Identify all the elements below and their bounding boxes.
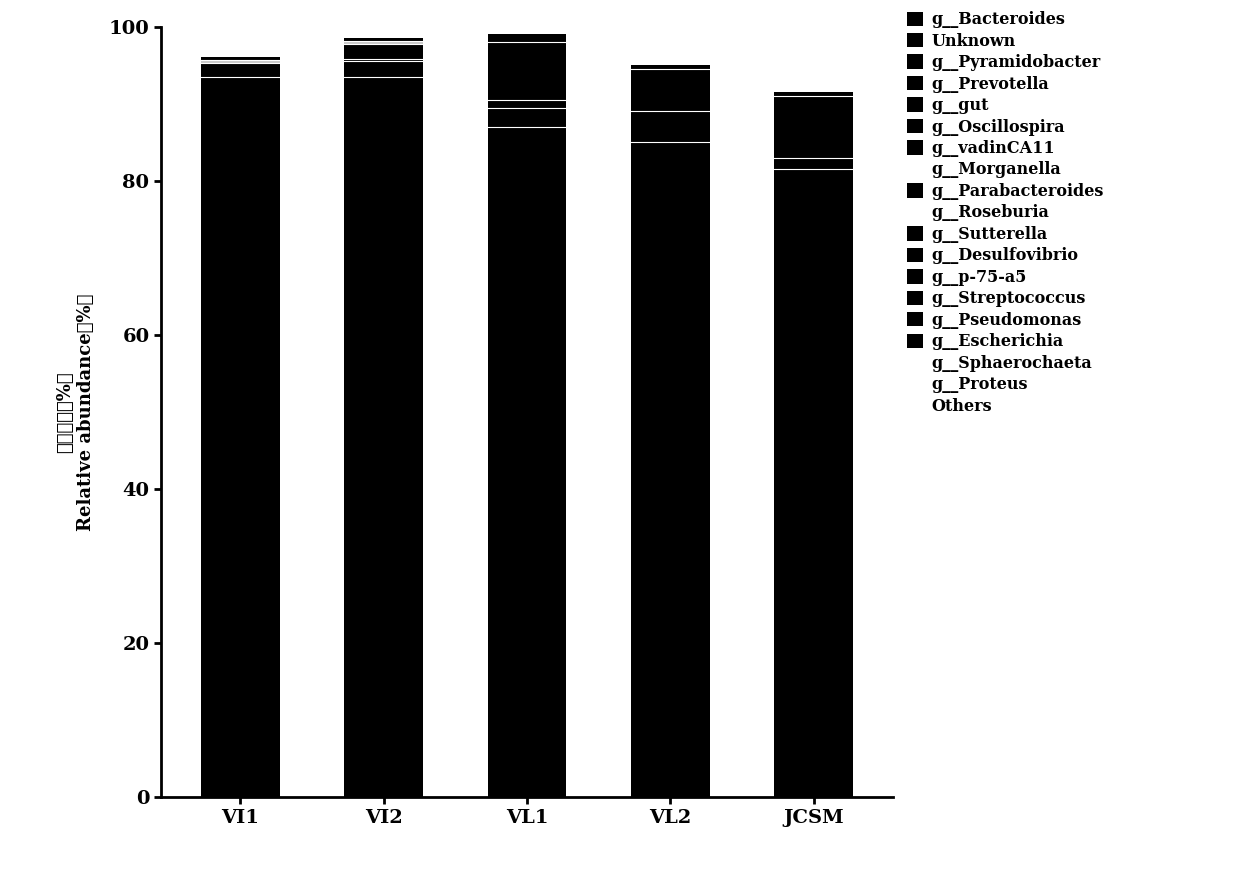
Bar (487, 127, 567, 797)
Bar (631, 66, 711, 69)
Bar (775, 169, 853, 797)
Bar (345, 38, 423, 42)
Bar (631, 143, 711, 797)
Bar (487, 100, 567, 107)
Legend: g__Bacteroides, Unknown, g__Pyramidobacter, g__Prevotella, g__gut, g__Oscillospi: g__Bacteroides, Unknown, g__Pyramidobact… (908, 12, 1104, 415)
Y-axis label: 相对含量（%）
Relative abundance（%）: 相对含量（%） Relative abundance（%） (56, 293, 94, 531)
Bar (345, 61, 423, 77)
Bar (345, 43, 423, 59)
Bar (201, 77, 279, 797)
Bar (345, 77, 423, 797)
Bar (201, 58, 279, 60)
Bar (487, 35, 567, 42)
Bar (487, 107, 567, 127)
Bar (775, 92, 853, 96)
Bar (775, 96, 853, 158)
Bar (631, 69, 711, 112)
Bar (201, 63, 279, 77)
Bar (631, 112, 711, 143)
Bar (345, 59, 423, 61)
Bar (201, 60, 279, 63)
Bar (487, 42, 567, 100)
Bar (775, 158, 853, 169)
Bar (345, 42, 423, 43)
